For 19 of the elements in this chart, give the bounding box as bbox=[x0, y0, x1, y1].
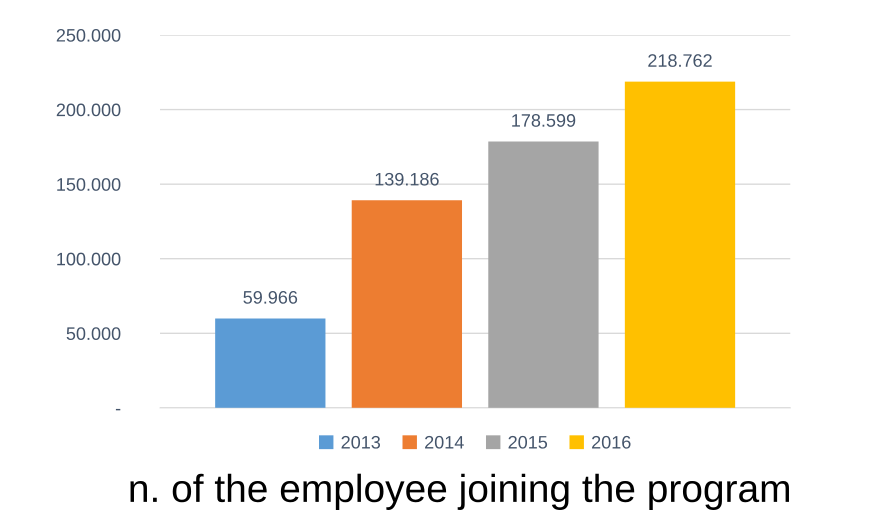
y-tick-label: 200.000 bbox=[56, 104, 120, 116]
legend-label: 2016 bbox=[592, 436, 631, 449]
legend-label: 2015 bbox=[508, 436, 548, 449]
data-label: 59.966 bbox=[243, 290, 298, 304]
text: n. of the employee joining the program bbox=[130, 474, 789, 510]
legend-label: 2014 bbox=[425, 436, 464, 449]
y-tick-label: 250.000 bbox=[56, 28, 120, 42]
bar bbox=[488, 142, 599, 408]
y-tick-label: - bbox=[116, 408, 120, 410]
y-tick-label: 100.000 bbox=[57, 252, 120, 266]
legend-label: 2013 bbox=[342, 436, 380, 449]
bar bbox=[352, 200, 462, 408]
data-label: 178.599 bbox=[512, 114, 576, 127]
data-label: 139.186 bbox=[376, 172, 439, 186]
y-tick-label: 50.000 bbox=[66, 327, 120, 340]
y-tick-label: 150.000 bbox=[57, 178, 120, 191]
data-label: 218.762 bbox=[648, 54, 712, 67]
bar bbox=[624, 82, 736, 408]
bar bbox=[215, 318, 326, 408]
